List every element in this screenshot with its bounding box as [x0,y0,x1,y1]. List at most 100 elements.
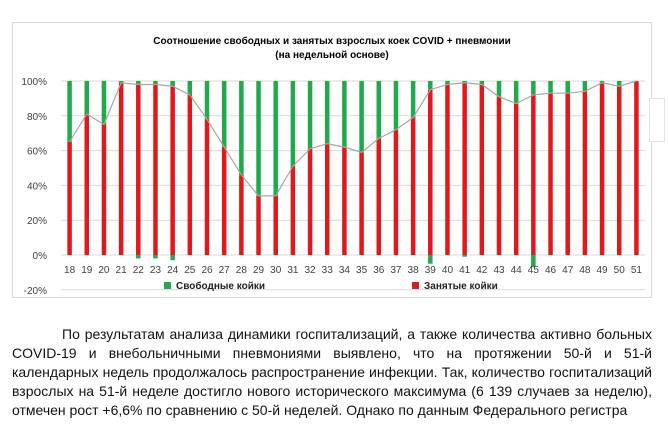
x-tick-label: 21 [116,265,128,276]
x-tick-label: 33 [322,265,334,276]
free-bar-negative [462,255,467,257]
free-bar [118,81,124,83]
x-tick-label: 36 [373,265,385,276]
legend-swatch-occupied [412,282,419,289]
x-tick-label: 20 [98,265,110,276]
occupied-bar [221,147,227,255]
free-bar [221,81,227,148]
x-tick-label: 35 [356,265,368,276]
x-tick-label: 38 [408,265,420,276]
x-tick-label: 25 [184,265,196,276]
x-tick-label: 51 [631,265,643,276]
x-tick-label: 48 [579,265,591,276]
occupied-bar [153,84,158,255]
free-bar-negative [136,255,141,259]
free-bar [565,81,570,94]
x-tick-label: 27 [219,265,231,276]
trend-line [69,80,637,197]
x-tick-label: 44 [511,265,523,276]
x-tick-label: 19 [81,265,93,276]
occupied-bar [462,82,467,255]
occupied-bar [479,84,485,255]
x-tick-label: 45 [528,265,540,276]
occupied-bar [410,117,416,255]
free-bar [239,81,244,175]
x-tick-label: 49 [596,265,608,276]
occupied-bar [531,94,536,255]
occupied-bar [307,148,313,255]
occupied-bar [359,152,364,255]
free-bar [616,81,622,87]
free-bar [531,81,536,95]
free-bar [67,81,72,142]
y-tick-label: 100% [21,77,47,88]
occupied-bar [101,124,107,255]
occupied-bar [342,147,347,255]
x-tick-label: 32 [304,265,316,276]
occupied-bar [599,82,605,255]
free-bar [359,81,364,153]
chart-frame: Соотношение свободных и занятых взрослых… [12,22,652,298]
free-bar [324,81,330,144]
occupied-bar [256,195,261,255]
chart-title: Соотношение свободных и занятых взрослых… [13,35,651,63]
occupied-bar [239,174,244,255]
body-text: По результатам анализа динамики госпитал… [12,325,652,420]
occupied-bar [67,141,72,255]
x-tick-label: 24 [167,265,179,276]
y-tick-label: 80% [27,112,47,123]
x-tick-label: 30 [270,265,282,276]
free-bar-negative [170,255,175,261]
free-bar [462,81,467,83]
x-tick-label: 47 [562,265,574,276]
occupied-bar [565,93,570,256]
occupied-bar [445,84,450,255]
free-bar [136,81,141,85]
x-tick-label: 50 [614,265,626,276]
free-bar [273,81,278,196]
x-tick-label: 46 [545,265,557,276]
free-bar [204,81,210,120]
x-tick-label: 41 [459,265,471,276]
occupied-bar [136,84,141,255]
occupied-bar [428,89,433,255]
free-bar [307,81,313,149]
free-bar [428,81,433,90]
occupied-bar [324,143,330,255]
bed-ratio-chart: -20% 0% 20% 40% 60% 80% 100% 18 19 20 21 22 23 24 25 26… [21,77,645,297]
free-bar [170,81,175,87]
x-tick-label: 18 [64,265,76,276]
free-bar [256,81,261,196]
x-tick-label: 40 [442,265,454,276]
chart-title-line1: Соотношение свободных и занятых взрослых… [153,36,511,47]
x-tick-label: 26 [201,265,213,276]
free-bar [101,81,107,125]
x-tick-label: 43 [493,265,505,276]
occupied-bar [187,94,193,255]
side-marker [649,98,665,142]
free-bar-negative [531,255,536,268]
occupied-bar [496,96,502,255]
x-tick-label: 23 [150,265,162,276]
free-bar [187,81,193,95]
free-bar [479,81,485,85]
x-tick-label: 22 [133,265,145,276]
chart-title-line2: (на недельной основе) [275,50,389,61]
x-tick-label: 28 [236,265,248,276]
occupied-bar [616,86,622,255]
occupied-bar [376,138,382,255]
y-tick-label: 60% [27,147,47,158]
occupied-bar [84,114,90,255]
legend-label-free: Свободные койки [176,280,265,292]
occupied-bar [634,81,639,255]
legend-swatch-free [164,282,171,289]
x-tick-label: 42 [476,265,488,276]
y-tick-label: 40% [27,181,47,192]
free-bar-negative [428,255,433,264]
x-tick-label: 34 [339,265,351,276]
occupied-bar [290,166,296,255]
free-bar [599,81,605,83]
free-bar [393,81,399,130]
occupied-bar [204,119,210,255]
occupied-bar [118,82,124,255]
